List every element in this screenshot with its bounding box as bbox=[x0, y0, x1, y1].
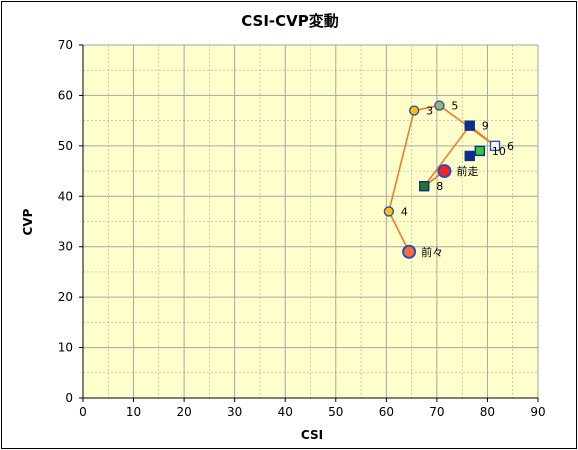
x-tick-label: 60 bbox=[379, 405, 394, 419]
y-tick-label: 0 bbox=[65, 391, 73, 405]
data-point-circle bbox=[383, 206, 395, 217]
y-tick-label: 10 bbox=[58, 341, 73, 355]
data-point-circle bbox=[402, 244, 417, 259]
data-point-label: 6 bbox=[507, 140, 514, 153]
x-tick-label: 10 bbox=[126, 405, 141, 419]
data-point-circle bbox=[437, 164, 452, 179]
data-point-circle bbox=[434, 100, 445, 111]
x-tick-label: 40 bbox=[278, 405, 293, 419]
data-point-label: 3 bbox=[426, 105, 433, 118]
data-point-label: 5 bbox=[451, 100, 458, 113]
data-point-label: 前走 bbox=[456, 164, 478, 178]
x-tick-label: 80 bbox=[480, 405, 495, 419]
y-tick-label: 40 bbox=[58, 189, 73, 203]
data-point-square bbox=[489, 140, 501, 152]
x-tick-label: 0 bbox=[79, 405, 87, 419]
data-point-label: 8 bbox=[436, 180, 443, 193]
x-tick-label: 90 bbox=[530, 405, 545, 419]
y-axis-title: CVP bbox=[21, 208, 35, 235]
data-point-square bbox=[419, 180, 430, 192]
x-tick-label: 20 bbox=[176, 405, 191, 419]
data-point-label: 前々 bbox=[421, 245, 443, 259]
data-point-label: 10 bbox=[492, 145, 506, 158]
x-tick-label: 70 bbox=[429, 405, 444, 419]
y-tick-label: 70 bbox=[58, 38, 73, 52]
y-tick-label: 50 bbox=[58, 139, 73, 153]
data-point-square bbox=[464, 150, 475, 162]
data-point-square bbox=[464, 120, 475, 131]
data-point-label: 9 bbox=[482, 120, 489, 133]
y-tick-label: 20 bbox=[58, 290, 73, 304]
x-tick-label: 30 bbox=[227, 405, 242, 419]
x-axis-title: CSI bbox=[301, 428, 323, 442]
data-point-circle bbox=[408, 105, 420, 116]
chart-title: CSI-CVP変動 bbox=[241, 12, 339, 30]
x-tick-label: 50 bbox=[328, 405, 343, 419]
data-point-label: 4 bbox=[401, 205, 408, 218]
y-tick-label: 30 bbox=[58, 240, 73, 254]
y-tick-label: 60 bbox=[58, 88, 73, 102]
data-point-square bbox=[474, 145, 486, 157]
